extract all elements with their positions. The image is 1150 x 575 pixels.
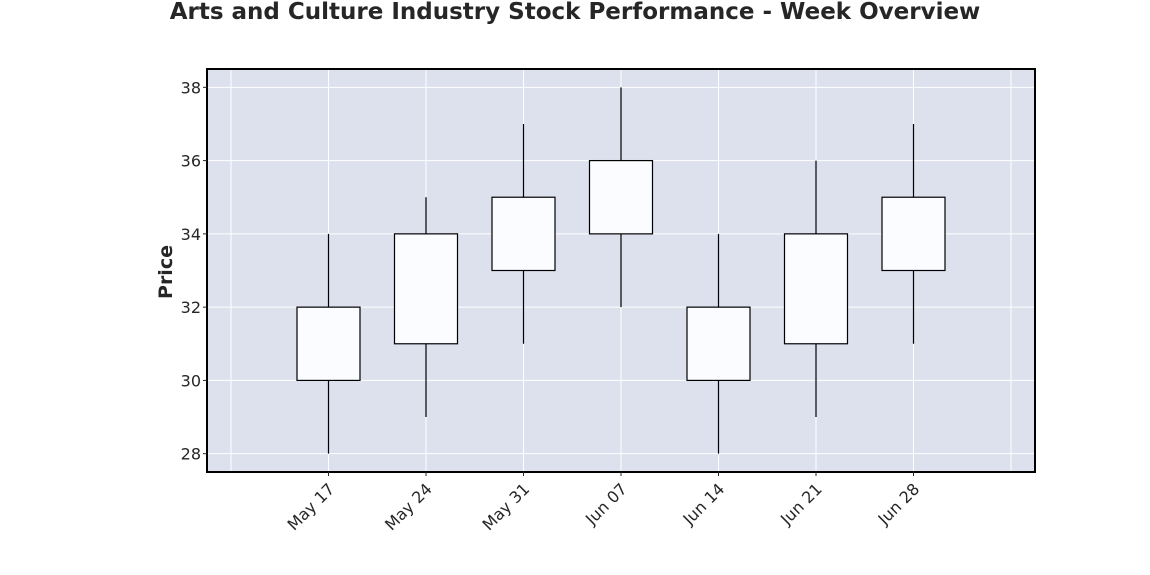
- y-tick-label: 30: [181, 371, 201, 390]
- candle: [296, 233, 361, 454]
- y-axis-label: Price: [155, 245, 177, 299]
- chart-title: Arts and Culture Industry Stock Performa…: [170, 0, 981, 25]
- x-tick-label: Jun 28: [874, 479, 924, 529]
- candle: [783, 160, 849, 418]
- y-tick-label: 34: [181, 225, 201, 244]
- x-tick-label: Jun 21: [776, 479, 826, 529]
- candle: [491, 123, 556, 344]
- x-tick-label: May 31: [479, 479, 534, 534]
- candle-body: [588, 159, 654, 235]
- candle: [881, 123, 946, 344]
- candle: [588, 87, 654, 308]
- candle: [686, 233, 751, 454]
- y-tick-label: 28: [181, 445, 201, 464]
- candle: [393, 197, 459, 418]
- candle-body: [393, 233, 459, 345]
- x-axis-ticks: May 17 May 24 May 31 Jun 07 Jun 14 Jun 21 Jun …: [284, 472, 924, 534]
- candle-body: [686, 306, 751, 382]
- x-tick-label: Jun 14: [679, 479, 729, 529]
- x-tick-label: May 24: [381, 479, 436, 534]
- y-tick-label: 32: [181, 298, 201, 317]
- candle-body: [881, 196, 946, 272]
- x-tick-label: May 17: [284, 479, 339, 534]
- y-tick-label: 38: [181, 78, 201, 97]
- x-tick-label: Jun 07: [581, 479, 631, 529]
- candle-body: [783, 233, 849, 345]
- candle-body: [491, 196, 556, 272]
- y-axis-ticks: 28 30 32 34 36 38: [181, 78, 207, 464]
- y-tick-label: 36: [181, 152, 201, 171]
- candles: [296, 87, 946, 454]
- candle-body: [296, 306, 361, 382]
